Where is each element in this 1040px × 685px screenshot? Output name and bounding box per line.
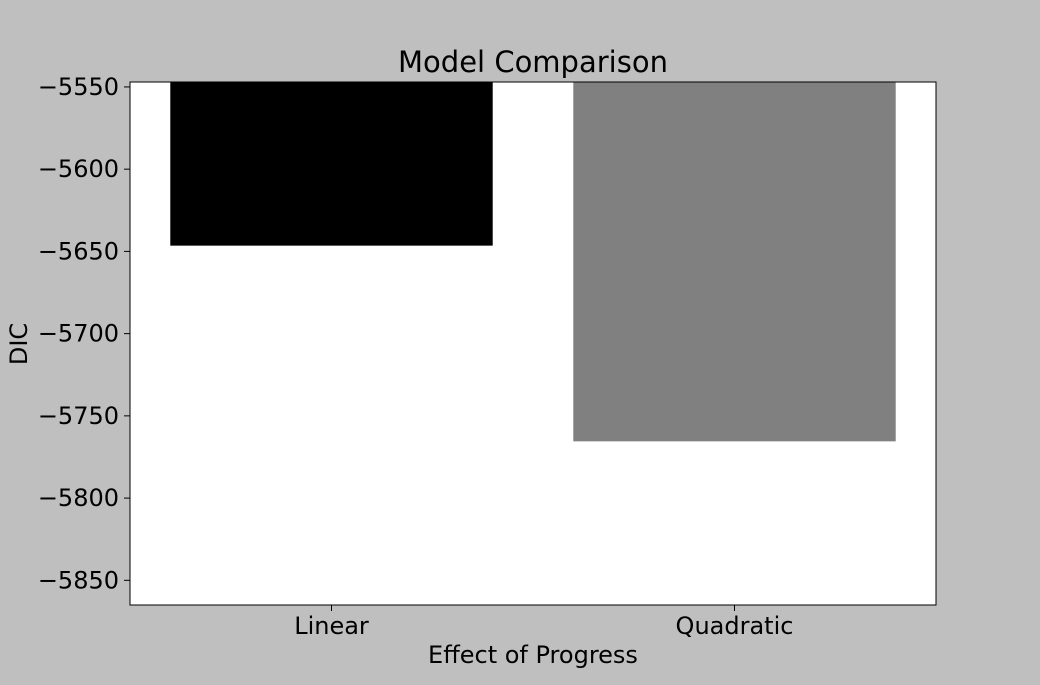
y-axis: −5550 −5600 −5650 −5700 −5750 −5800 −5850: [38, 73, 130, 594]
y-axis-label: DIC: [5, 323, 33, 365]
chart-title: Model Comparison: [398, 45, 668, 79]
bars-layer: [170, 82, 896, 442]
y-tick-label: −5750: [38, 402, 119, 430]
x-tick-label: Linear: [294, 612, 369, 640]
x-axis-label: Effect of Progress: [428, 641, 638, 669]
y-tick-label: −5850: [38, 566, 119, 594]
y-tick-label: −5650: [38, 237, 119, 265]
plot-frame: [129, 81, 937, 606]
y-tick-label: −5550: [38, 73, 119, 101]
y-tick-label: −5600: [38, 155, 119, 183]
bar-linear: [170, 82, 493, 246]
x-tick-label: Quadratic: [676, 612, 794, 640]
y-tick-label: −5800: [38, 484, 119, 512]
bar-quadratic: [573, 82, 896, 442]
y-tick-label: −5700: [38, 320, 119, 348]
x-axis: Linear Quadratic: [294, 605, 793, 640]
